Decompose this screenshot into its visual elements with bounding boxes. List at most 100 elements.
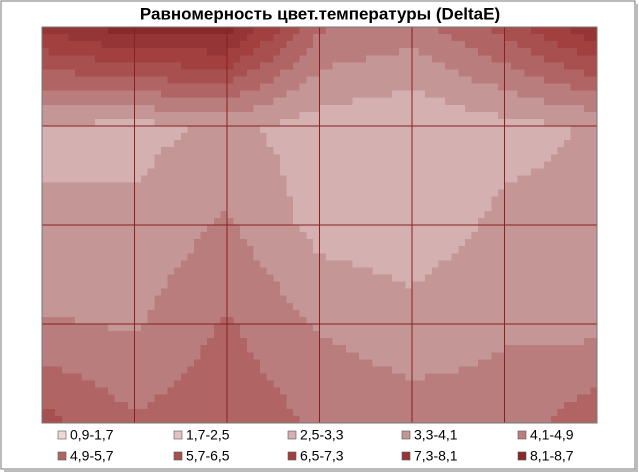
contour-patch xyxy=(108,239,116,247)
contour-patch xyxy=(319,380,327,389)
contour-patch xyxy=(293,90,301,99)
contour-patch xyxy=(590,408,598,417)
contour-patch xyxy=(227,48,235,56)
contour-patch xyxy=(94,288,103,297)
contour-patch xyxy=(180,302,188,311)
contour-patch xyxy=(550,232,558,240)
contour-patch xyxy=(293,83,301,92)
contour-patch xyxy=(279,338,288,346)
contour-patch xyxy=(590,196,598,205)
contour-patch xyxy=(121,189,129,198)
contour-patch xyxy=(438,76,446,85)
legend-swatch xyxy=(401,451,411,461)
contour-patch xyxy=(108,267,116,276)
contour-patch xyxy=(557,302,565,311)
contour-patch xyxy=(266,168,274,177)
contour-patch xyxy=(273,69,281,78)
contour-patch xyxy=(524,41,532,49)
contour-patch xyxy=(233,147,241,155)
contour-patch xyxy=(451,111,459,120)
contour-patch xyxy=(213,203,221,212)
contour-patch xyxy=(359,126,367,134)
contour-patch xyxy=(339,415,347,424)
contour-patch xyxy=(68,232,76,240)
contour-patch xyxy=(445,331,453,339)
contour-patch xyxy=(48,62,56,71)
contour-patch xyxy=(445,359,453,368)
contour-patch xyxy=(127,281,136,290)
contour-patch xyxy=(68,196,76,205)
contour-patch xyxy=(458,196,466,205)
contour-patch xyxy=(412,232,420,240)
contour-patch xyxy=(425,55,433,63)
contour-cell xyxy=(134,324,228,424)
contour-patch xyxy=(299,260,307,269)
contour-patch xyxy=(42,104,50,113)
contour-patch xyxy=(134,83,142,92)
contour-patch xyxy=(240,203,248,212)
contour-patch xyxy=(464,338,473,346)
contour-patch xyxy=(240,352,248,360)
contour-patch xyxy=(127,133,136,141)
contour-patch xyxy=(550,90,558,99)
contour-patch xyxy=(141,260,149,269)
contour-patch xyxy=(550,415,558,424)
contour-patch xyxy=(405,62,413,71)
contour-patch xyxy=(279,126,288,134)
contour-patch xyxy=(240,373,248,382)
contour-patch xyxy=(94,408,103,417)
contour-patch xyxy=(88,225,96,233)
contour-patch xyxy=(253,295,261,304)
contour-patch xyxy=(464,168,473,177)
contour-patch xyxy=(458,133,466,141)
contour-patch xyxy=(88,352,96,360)
contour-patch xyxy=(524,97,532,106)
contour-cell xyxy=(504,126,598,226)
contour-patch xyxy=(583,48,591,56)
contour-cell xyxy=(319,27,413,127)
contour-patch xyxy=(101,182,109,191)
contour-patch xyxy=(590,126,598,134)
contour-patch xyxy=(563,140,572,148)
contour-patch xyxy=(471,253,479,261)
contour-patch xyxy=(392,203,400,212)
contour-patch xyxy=(378,225,387,233)
contour-patch xyxy=(345,324,354,332)
contour-patch xyxy=(154,373,162,382)
contour-patch xyxy=(577,401,585,410)
contour-patch xyxy=(108,232,116,240)
contour-patch xyxy=(213,83,221,92)
contour-patch xyxy=(511,90,519,99)
contour-patch xyxy=(61,147,70,155)
contour-patch xyxy=(405,415,413,424)
contour-patch xyxy=(61,140,70,148)
contour-patch xyxy=(570,189,578,198)
contour-patch xyxy=(260,246,268,254)
contour-patch xyxy=(550,83,558,92)
contour-patch xyxy=(517,27,525,35)
contour-patch xyxy=(458,239,466,247)
contour-patch xyxy=(227,387,235,396)
contour-patch xyxy=(530,359,539,368)
contour-patch xyxy=(240,253,248,261)
contour-patch xyxy=(42,345,50,353)
contour-patch xyxy=(458,62,466,71)
contour-patch xyxy=(570,41,578,49)
contour-patch xyxy=(75,366,83,375)
contour-patch xyxy=(160,373,169,382)
contour-patch xyxy=(478,90,486,99)
contour-patch xyxy=(392,83,400,92)
contour-patch xyxy=(108,366,116,375)
contour-patch xyxy=(273,408,281,417)
contour-patch xyxy=(511,274,519,283)
contour-patch xyxy=(524,359,532,368)
contour-patch xyxy=(108,97,116,106)
contour-patch xyxy=(227,302,235,311)
contour-patch xyxy=(478,288,486,297)
contour-patch xyxy=(517,203,525,212)
contour-patch xyxy=(438,69,446,78)
contour-patch xyxy=(451,394,459,403)
contour-patch xyxy=(511,260,519,269)
contour-patch xyxy=(319,97,327,106)
contour-patch xyxy=(141,41,149,49)
